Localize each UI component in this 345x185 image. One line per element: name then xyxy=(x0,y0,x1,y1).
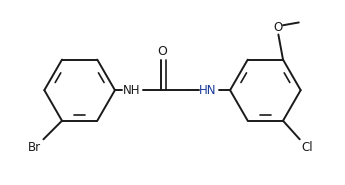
Text: O: O xyxy=(157,45,167,58)
Text: O: O xyxy=(274,21,283,34)
Text: Cl: Cl xyxy=(302,141,313,154)
Text: HN: HN xyxy=(199,84,217,97)
Text: NH: NH xyxy=(123,84,140,97)
Text: Br: Br xyxy=(28,141,41,154)
